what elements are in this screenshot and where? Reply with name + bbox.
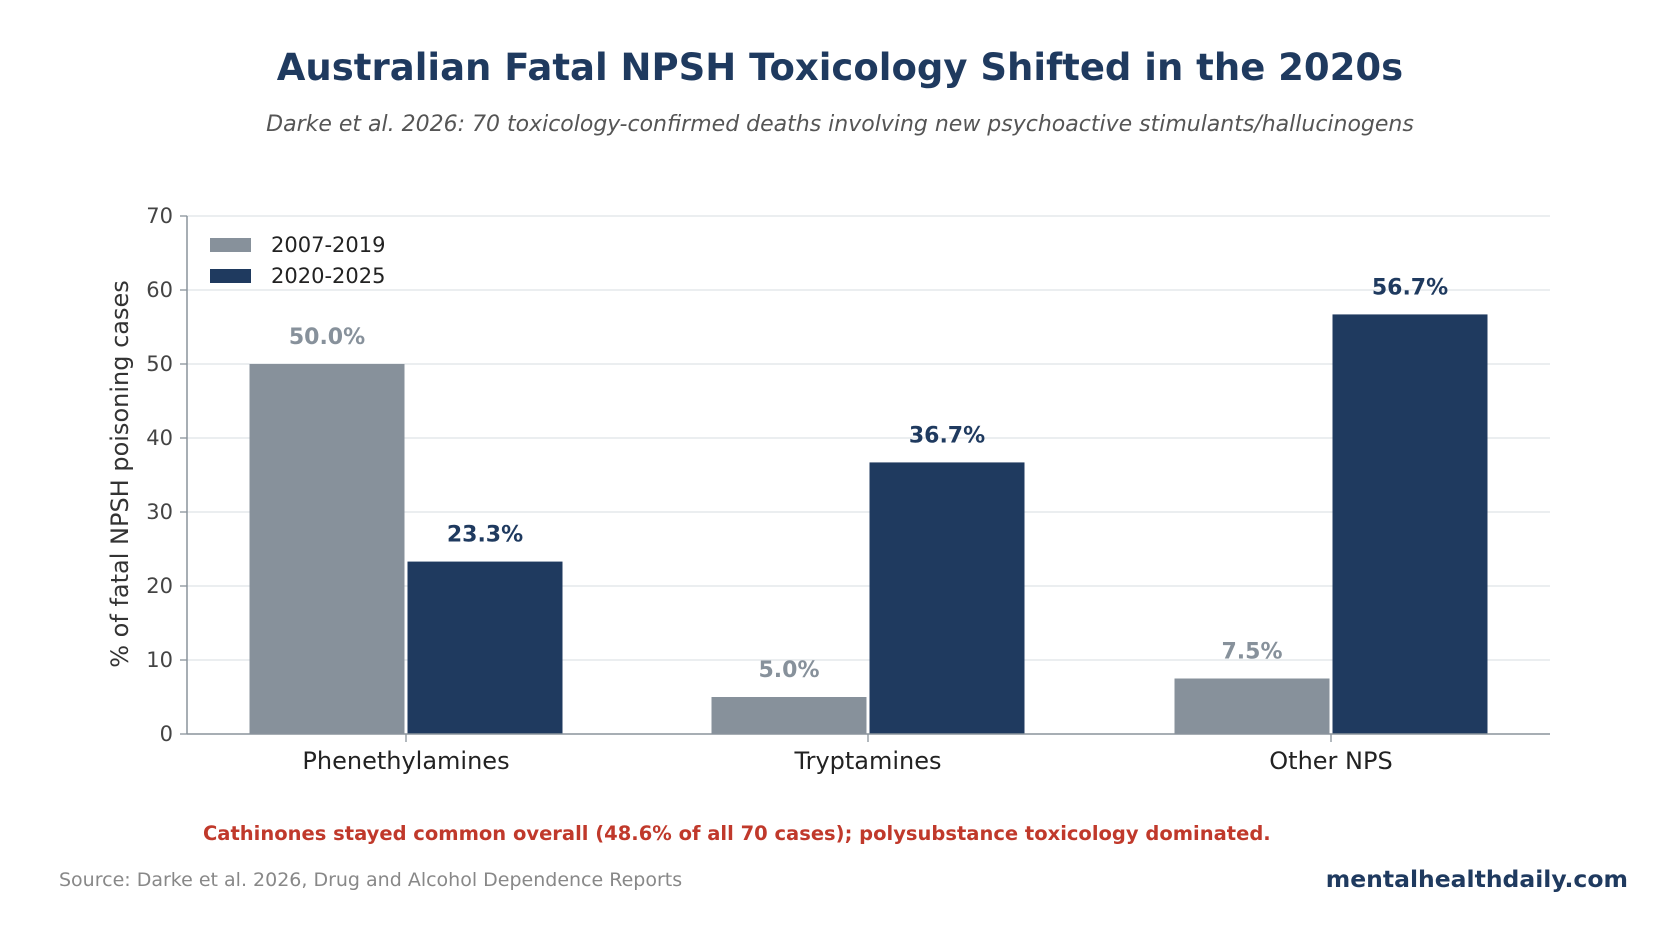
y-tick-label: 30: [146, 500, 173, 524]
source-credit: Source: Darke et al. 2026, Drug and Alco…: [59, 869, 683, 891]
y-axis-label: % of fatal NPSH poisoning cases: [106, 280, 134, 668]
bar-2007-2019-tryptamines: [711, 697, 867, 734]
data-label: 7.5%: [1221, 640, 1282, 665]
legend-swatch: [210, 269, 251, 283]
y-tick-label: 60: [146, 278, 173, 302]
y-tick-label: 70: [146, 204, 173, 228]
legend-label: 2007-2019: [271, 233, 385, 257]
data-label: 23.3%: [447, 523, 523, 548]
data-label: 56.7%: [1372, 275, 1448, 300]
legend: 2007-2019 2020-2025: [210, 233, 385, 288]
data-label: 5.0%: [758, 658, 819, 683]
legend-swatch: [210, 238, 251, 252]
data-label: 50.0%: [289, 325, 365, 350]
bar-2020-2025-other-nps: [1332, 314, 1488, 734]
y-tick-label: 10: [146, 648, 173, 672]
chart-subtitle: Darke et al. 2026: 70 toxicology-confirm…: [266, 112, 1414, 137]
y-tick-label: 20: [146, 574, 173, 598]
x-tick-label: Tryptamines: [793, 747, 941, 775]
bars: [249, 314, 1488, 734]
bar-2007-2019-other-nps: [1174, 678, 1330, 734]
data-label: 36.7%: [909, 423, 985, 448]
y-tick-label: 40: [146, 426, 173, 450]
x-tick-label: Other NPS: [1269, 747, 1392, 775]
y-tick-label: 50: [146, 352, 173, 376]
footnote: Cathinones stayed common overall (48.6% …: [203, 822, 1271, 845]
axes: 0 10 20 30 40 50 60 70 Phenethylamines Tryptamine…: [146, 204, 1550, 775]
x-tick-label: Phenethylamines: [302, 747, 509, 775]
bar-2020-2025-tryptamines: [869, 462, 1025, 734]
bar-2007-2019-phenethylamines: [249, 364, 405, 734]
bar-2020-2025-phenethylamines: [407, 561, 563, 734]
legend-label: 2020-2025: [271, 264, 385, 288]
brand-link[interactable]: mentalhealthdaily.com: [1325, 865, 1628, 893]
value-labels: 50.0% 23.3% 5.0% 36.7% 7.5% 56.7%: [289, 275, 1448, 683]
chart-title: Australian Fatal NPSH Toxicology Shifted…: [276, 46, 1404, 89]
y-tick-label: 0: [160, 722, 173, 746]
